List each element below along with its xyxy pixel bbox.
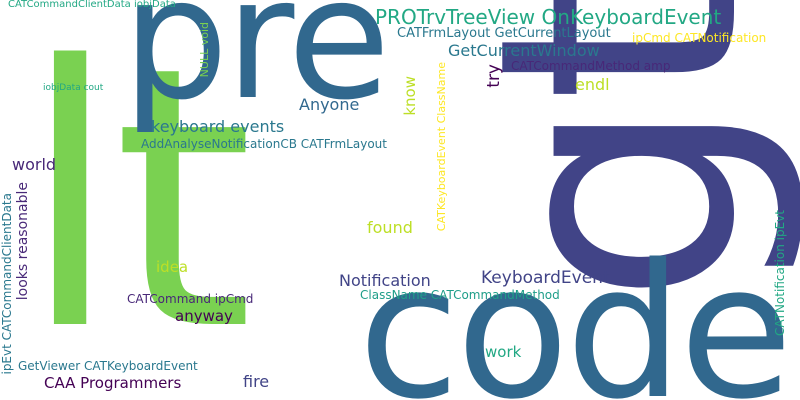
word-looks-reasonable: looks reasonable [15, 182, 31, 301]
word-addanalysenotificationcb-catfrmlayout: AddAnalyseNotificationCB CATFrmLayout [141, 137, 387, 151]
word-catkeyboardevent-classname: CATKeyboardEvent ClassName [435, 62, 448, 232]
word-work: work [485, 343, 522, 361]
word-catcommandmethod-amp: CATCommandMethod amp [511, 59, 671, 73]
word-classname-catcommandmethod: ClassName CATCommandMethod [360, 288, 560, 302]
word-catfrmlayout-getcurrentlayout: CATFrmLayout GetCurrentLayout [397, 26, 611, 41]
word-endl: endl [575, 75, 610, 94]
word-fire: fire [243, 372, 270, 391]
word-catcommandclientdata-iobjdata: CATCommandClientData iobjData [8, 0, 176, 10]
word-keyboard-events: keyboard events [151, 117, 285, 136]
word-iobjdata-cout: iobjData cout [43, 83, 104, 93]
word-catnotification-ipevt: CATNotification ipEvt [773, 210, 787, 336]
word-getviewer-catkeyboardevent: GetViewer CATKeyboardEvent [18, 359, 198, 373]
word-know: know [401, 76, 419, 116]
word-getcurrentwindow: GetCurrentWindow [448, 41, 600, 60]
word-anyway: anyway [175, 307, 233, 325]
word-keyboardevent: KeyboardEvent [481, 268, 610, 288]
word-catcommand-ipcmd: CATCommand ipCmd [127, 292, 254, 306]
word-null-void: NULL void [198, 22, 211, 78]
word-try: try [484, 64, 504, 88]
word-ipcmd-catnotification: ipCmd CATNotification [632, 31, 767, 45]
word-pre: pre [122, 0, 391, 137]
word-code: code [358, 224, 793, 400]
word-caa-programmers: CAA Programmers [44, 374, 182, 392]
word-world: world [12, 155, 57, 174]
word-lt: lt [20, 0, 254, 400]
word-found: found [367, 218, 413, 237]
word-ipevt-catcommandclientdata: ipEvt CATCommandClientData [0, 193, 14, 375]
word-idea: idea [156, 258, 189, 276]
word-protrvtreeview-onkeyboardevent: PROTrvTreeView OnKeyboardEvent [375, 5, 722, 29]
word-anyone: Anyone [299, 95, 360, 114]
word-notification: Notification [339, 271, 431, 290]
